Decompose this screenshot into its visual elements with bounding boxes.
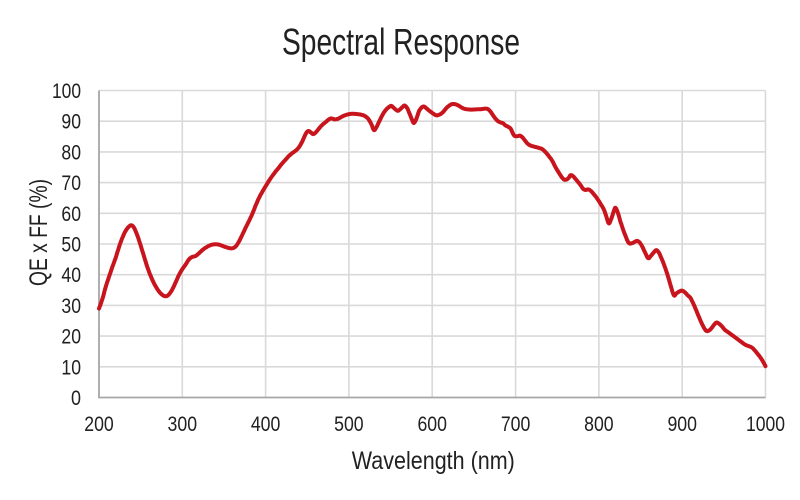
svg-text:80: 80 <box>61 141 81 164</box>
svg-text:200: 200 <box>84 413 114 436</box>
svg-text:400: 400 <box>251 413 281 436</box>
svg-text:20: 20 <box>61 326 81 349</box>
svg-text:90: 90 <box>61 111 81 134</box>
svg-text:0: 0 <box>71 387 81 410</box>
svg-text:50: 50 <box>61 234 81 257</box>
svg-text:Spectral Response: Spectral Response <box>282 20 520 62</box>
svg-text:QE x FF (%): QE x FF (%) <box>25 179 53 286</box>
svg-text:900: 900 <box>667 413 697 436</box>
svg-text:600: 600 <box>417 413 447 436</box>
svg-text:1000: 1000 <box>746 413 785 436</box>
svg-text:70: 70 <box>61 172 81 195</box>
svg-text:10: 10 <box>61 356 81 379</box>
svg-text:100: 100 <box>52 80 81 103</box>
svg-text:Wavelength (nm): Wavelength (nm) <box>352 447 515 475</box>
svg-text:700: 700 <box>501 413 531 436</box>
svg-text:300: 300 <box>168 413 198 436</box>
svg-text:60: 60 <box>61 203 81 226</box>
svg-text:500: 500 <box>334 413 364 436</box>
svg-text:40: 40 <box>61 264 81 287</box>
svg-text:30: 30 <box>61 295 81 318</box>
svg-text:800: 800 <box>584 413 614 436</box>
